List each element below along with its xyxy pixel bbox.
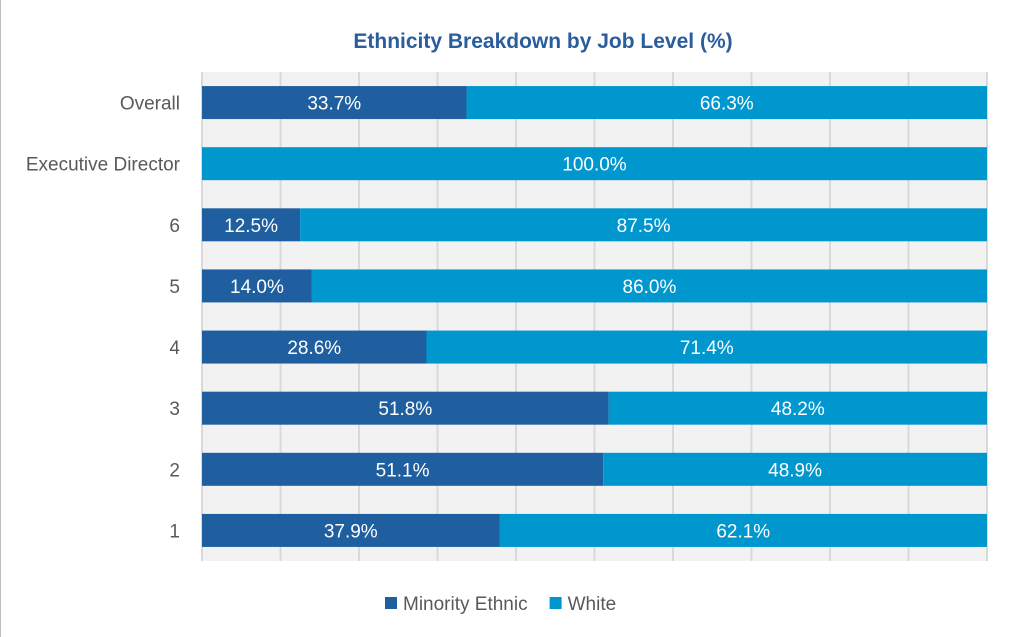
data-label: 51.8% bbox=[378, 399, 432, 420]
bar-segment bbox=[202, 208, 301, 242]
legend-swatch bbox=[385, 597, 397, 609]
category-label: Overall bbox=[120, 94, 180, 115]
legend-label: Minority Ethnic bbox=[403, 594, 528, 615]
bar-segment bbox=[608, 391, 987, 425]
bar-segment bbox=[202, 513, 500, 547]
category-label: 5 bbox=[169, 277, 180, 298]
data-label: 48.2% bbox=[771, 399, 825, 420]
bar-segment bbox=[202, 269, 312, 303]
category-label: 6 bbox=[169, 216, 180, 237]
data-label: 14.0% bbox=[230, 277, 284, 298]
data-label: 37.9% bbox=[324, 521, 378, 542]
data-label: 12.5% bbox=[224, 216, 278, 237]
data-label: 48.9% bbox=[768, 460, 822, 481]
bar-segment bbox=[202, 452, 604, 486]
data-label: 87.5% bbox=[617, 216, 671, 237]
legend-label: White bbox=[568, 594, 617, 615]
data-label: 28.6% bbox=[287, 338, 341, 359]
data-label: 51.1% bbox=[376, 460, 430, 481]
bar-segment bbox=[603, 452, 987, 486]
data-label: 100.0% bbox=[562, 155, 627, 176]
bar-segment bbox=[499, 513, 987, 547]
data-label: 33.7% bbox=[307, 94, 361, 115]
chart-title: Ethnicity Breakdown by Job Level (%) bbox=[353, 30, 732, 53]
bar-segment bbox=[202, 330, 427, 364]
legend-swatch bbox=[549, 597, 562, 609]
bar-segment bbox=[311, 269, 987, 303]
bar-segment bbox=[466, 86, 987, 120]
bar-segment bbox=[202, 391, 609, 425]
data-label: 66.3% bbox=[700, 94, 754, 115]
category-label: Executive Director bbox=[26, 155, 181, 176]
bar-segment bbox=[202, 147, 987, 181]
data-label: 71.4% bbox=[680, 338, 734, 359]
data-label: 86.0% bbox=[623, 277, 677, 298]
bar-segment bbox=[426, 330, 987, 364]
data-label: 62.1% bbox=[716, 521, 770, 542]
category-label: 3 bbox=[169, 399, 180, 420]
category-label: 2 bbox=[169, 460, 180, 481]
bar-segment bbox=[300, 208, 987, 242]
bar-segment bbox=[202, 86, 467, 120]
category-label: 4 bbox=[169, 338, 180, 359]
category-label: 1 bbox=[169, 521, 180, 542]
